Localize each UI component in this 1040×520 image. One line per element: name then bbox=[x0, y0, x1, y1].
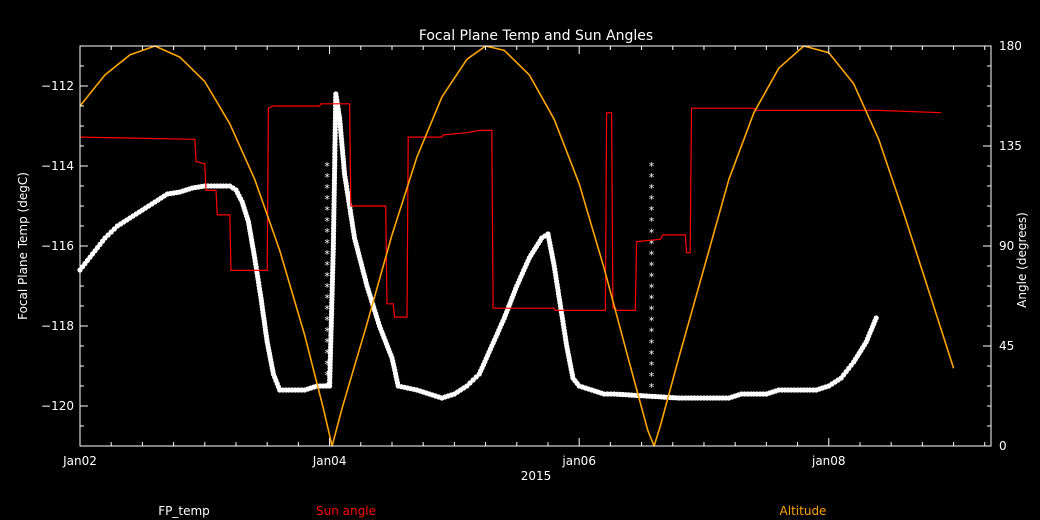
fp-temp-transient-point: * bbox=[324, 248, 330, 261]
fp-temp-transient-point: * bbox=[324, 380, 330, 393]
fp-temp-transient-point: * bbox=[324, 226, 330, 239]
fp-temp-transient-point: * bbox=[324, 193, 330, 206]
fp-temp-transient-point: * bbox=[649, 293, 655, 306]
fp-temp-transient-point: * bbox=[649, 171, 655, 184]
fp-temp-transient-point: * bbox=[649, 370, 655, 383]
y-right-tick-label: 0 bbox=[999, 439, 1007, 453]
axes: Jan02 Jan04 jan06 jan08 −112 −114 −116 −118 −120… bbox=[41, 39, 1022, 468]
fp-temp-transient-point: * bbox=[324, 281, 330, 294]
fp-temp-transient-point: * bbox=[324, 204, 330, 217]
legend-altitude: Altitude bbox=[780, 504, 827, 518]
fp-temp-transient-point: * bbox=[324, 237, 330, 250]
legend-fp-temp: FP_temp bbox=[158, 504, 210, 518]
fp-temp-point bbox=[873, 315, 879, 321]
fp-temp-transient-point: * bbox=[649, 248, 655, 261]
fp-temp-transient-point: * bbox=[324, 314, 330, 327]
fp-temp-transient-point: * bbox=[649, 204, 655, 217]
fp-temp-transient-point: * bbox=[649, 182, 655, 195]
fp-temp-transient-point: * bbox=[649, 326, 655, 339]
fp-temp-transient-point: * bbox=[649, 337, 655, 350]
x-tick-label: Jan04 bbox=[312, 454, 347, 468]
y-axis-right-label: Angle (degrees) bbox=[1015, 212, 1029, 308]
sun-angle-line bbox=[79, 103, 942, 318]
fp-temp-transient-point: * bbox=[649, 282, 655, 295]
fp-temp-transient-point: * bbox=[324, 336, 330, 349]
x-tick-label: jan08 bbox=[811, 454, 846, 468]
fp-temp-transient-point: * bbox=[649, 259, 655, 272]
fp-temp-transient-point: * bbox=[324, 215, 330, 228]
legend-sun-angle: Sun angle bbox=[316, 504, 376, 518]
y-axis-left-label: Focal Plane Temp (degC) bbox=[16, 172, 30, 320]
fp-temp-transient-point: * bbox=[649, 348, 655, 361]
y-right-tick-label: 180 bbox=[999, 39, 1022, 53]
fp-temp-transient-point: * bbox=[324, 171, 330, 184]
fp-temp-transient-point: * bbox=[649, 215, 655, 228]
y-right-tick-label: 45 bbox=[999, 339, 1014, 353]
fp-temp-transient-point: * bbox=[649, 193, 655, 206]
fp-temp-transient-point: * bbox=[324, 160, 330, 173]
fp-temp-transient-point: * bbox=[649, 270, 655, 283]
fp-temp-transient-point: * bbox=[324, 259, 330, 272]
fp-temp-transient-point: * bbox=[324, 325, 330, 338]
fp-temp-transient-point: * bbox=[324, 182, 330, 195]
fp-temp-transient-point: * bbox=[649, 160, 655, 173]
fp-temp-transient-point: * bbox=[324, 303, 330, 316]
x-tick-label: Jan02 bbox=[62, 454, 97, 468]
fp-temp-transient-point: * bbox=[324, 358, 330, 371]
y-right-tick-label: 135 bbox=[999, 139, 1022, 153]
fp-temp-transient-point: * bbox=[649, 381, 655, 394]
series-group: ********************* *******************… bbox=[77, 45, 955, 447]
fp-temp-transient-point: * bbox=[324, 270, 330, 283]
fp-temp-markers: ********************* *******************… bbox=[77, 91, 879, 405]
fp-temp-transient-point: * bbox=[649, 392, 655, 405]
y-left-tick-label: −118 bbox=[41, 319, 74, 333]
fp-temp-transient-point: * bbox=[324, 369, 330, 382]
altitude-line bbox=[79, 45, 955, 447]
y-left-tick-label: −116 bbox=[41, 239, 74, 253]
fp-temp-transient-point: * bbox=[649, 315, 655, 328]
fp-temp-transient-point: * bbox=[649, 237, 655, 250]
y-left-tick-label: −112 bbox=[41, 79, 74, 93]
x-axis-label: 2015 bbox=[521, 469, 552, 483]
chart-title: Focal Plane Temp and Sun Angles bbox=[419, 28, 653, 44]
fp-temp-transient-point: * bbox=[649, 304, 655, 317]
y-left-tick-label: −120 bbox=[41, 399, 74, 413]
x-tick-label: jan06 bbox=[561, 454, 596, 468]
fp-temp-transient-point: * bbox=[324, 292, 330, 305]
y-right-tick-label: 90 bbox=[999, 239, 1014, 253]
y-left-tick-label: −114 bbox=[41, 159, 74, 173]
fp-temp-transient-point: * bbox=[649, 359, 655, 372]
fp-temp-transient-point: * bbox=[649, 226, 655, 239]
fp-temp-transient-point: * bbox=[324, 347, 330, 360]
